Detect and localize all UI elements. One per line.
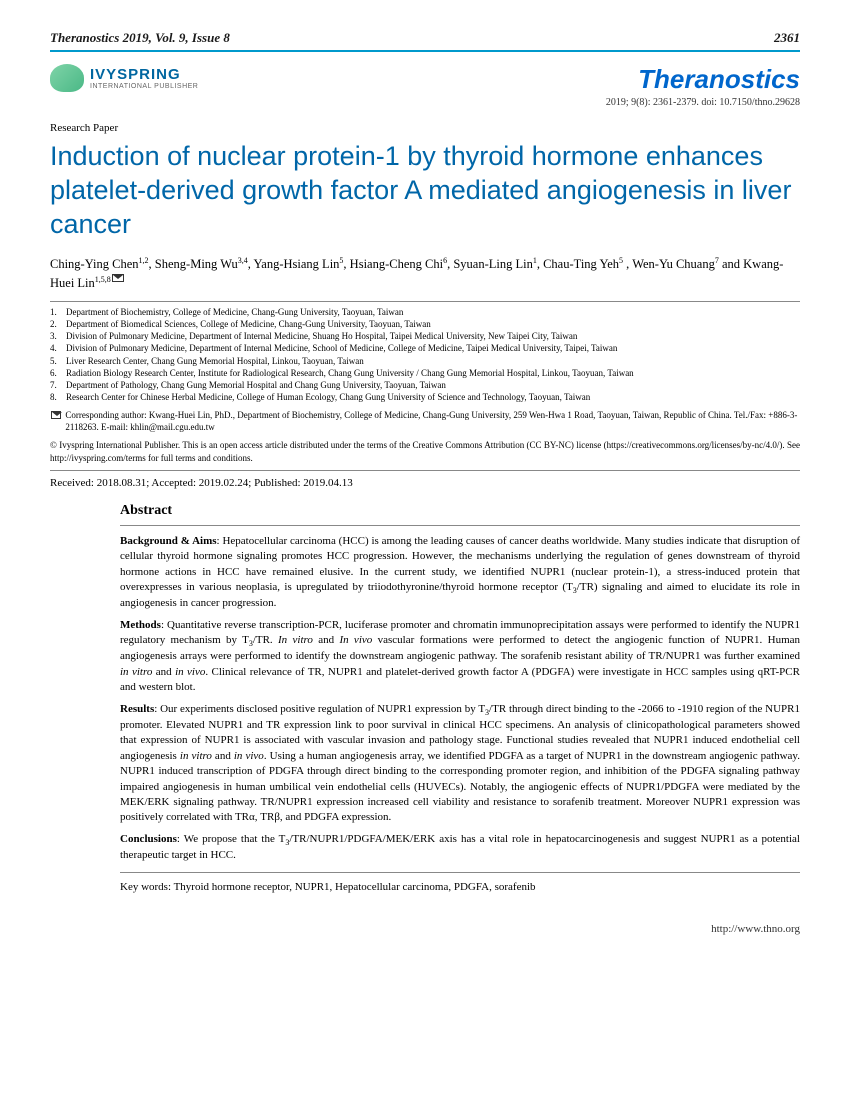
top-row: IVYSPRING INTERNATIONAL PUBLISHER Theran… xyxy=(50,64,800,108)
corresponding-text: Corresponding author: Kwang-Huei Lin, Ph… xyxy=(65,409,800,433)
affiliation-row: 2.Department of Biomedical Sciences, Col… xyxy=(50,318,800,330)
affiliation-row: 8.Research Center for Chinese Herbal Med… xyxy=(50,391,800,403)
abstract-body: Background & Aims: Hepatocellular carcin… xyxy=(120,525,800,873)
abstract-conclusions: Conclusions: We propose that the T3/TR/N… xyxy=(120,832,800,864)
paper-type: Research Paper xyxy=(50,122,800,134)
author-list: Ching-Ying Chen1,2, Sheng-Ming Wu3,4, Ya… xyxy=(50,255,800,293)
publisher-logo: IVYSPRING INTERNATIONAL PUBLISHER xyxy=(50,64,198,92)
corresponding-author: Corresponding author: Kwang-Huei Lin, Ph… xyxy=(50,409,800,433)
abstract-methods: Methods: Quantitative reverse transcript… xyxy=(120,618,800,696)
running-header: Theranostics 2019, Vol. 9, Issue 8 2361 xyxy=(50,30,800,52)
publisher-name: IVYSPRING xyxy=(90,66,198,83)
publisher-subtitle: INTERNATIONAL PUBLISHER xyxy=(90,83,198,90)
mail-icon xyxy=(112,274,124,282)
divider xyxy=(50,301,800,302)
journal-name: Theranostics xyxy=(606,64,800,95)
footer-url: http://www.thno.org xyxy=(50,923,800,935)
affiliation-row: 3.Division of Pulmonary Medicine, Depart… xyxy=(50,330,800,342)
affiliations: 1.Department of Biochemistry, College of… xyxy=(50,306,800,403)
journal-block: Theranostics 2019; 9(8): 2361-2379. doi:… xyxy=(606,64,800,108)
journal-citation: 2019; 9(8): 2361-2379. doi: 10.7150/thno… xyxy=(606,97,800,108)
divider xyxy=(50,470,800,471)
ivyspring-icon xyxy=(50,64,84,92)
affiliation-row: 5.Liver Research Center, Chang Gung Memo… xyxy=(50,355,800,367)
keywords: Key words: Thyroid hormone receptor, NUP… xyxy=(120,881,800,893)
mail-icon xyxy=(51,411,61,419)
abstract-results: Results: Our experiments disclosed posit… xyxy=(120,702,800,826)
publication-dates: Received: 2018.08.31; Accepted: 2019.02.… xyxy=(50,477,800,489)
copyright-notice: © Ivyspring International Publisher. Thi… xyxy=(50,439,800,463)
abstract-heading: Abstract xyxy=(120,503,800,519)
affiliation-row: 4.Division of Pulmonary Medicine, Depart… xyxy=(50,342,800,354)
header-page-number: 2361 xyxy=(774,30,800,46)
affiliation-row: 6.Radiation Biology Research Center, Ins… xyxy=(50,367,800,379)
affiliation-row: 1.Department of Biochemistry, College of… xyxy=(50,306,800,318)
abstract-background: Background & Aims: Hepatocellular carcin… xyxy=(120,534,800,612)
header-journal-vol: Theranostics 2019, Vol. 9, Issue 8 xyxy=(50,30,230,46)
article-title: Induction of nuclear protein-1 by thyroi… xyxy=(50,140,800,241)
abstract-container: Abstract Background & Aims: Hepatocellul… xyxy=(50,503,800,893)
affiliation-row: 7.Department of Pathology, Chang Gung Me… xyxy=(50,379,800,391)
